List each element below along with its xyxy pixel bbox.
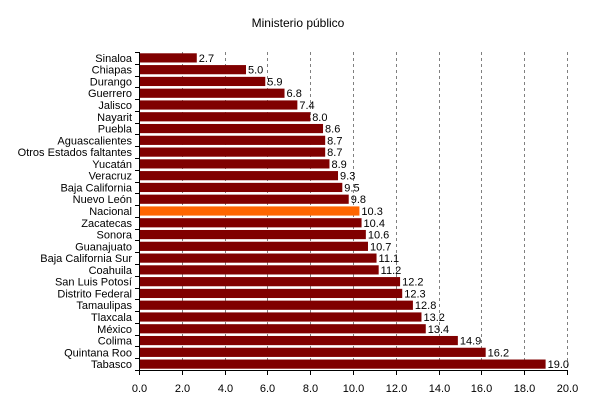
bar xyxy=(139,135,326,145)
bar xyxy=(139,53,197,63)
bar xyxy=(139,123,324,134)
bar xyxy=(139,100,298,110)
bars xyxy=(139,53,546,369)
category-label: Quintana Roo xyxy=(64,347,132,359)
category-label: Baja California Sur xyxy=(40,253,132,265)
x-tick-label: 0.0 xyxy=(132,383,147,395)
bar xyxy=(139,229,366,240)
bar xyxy=(139,312,422,322)
value-label: 8.7 xyxy=(327,147,342,159)
bar xyxy=(139,241,368,251)
category-label: Yucatán xyxy=(92,159,132,171)
x-tick-label: 18.0 xyxy=(514,383,535,395)
value-label: 12.3 xyxy=(404,288,425,300)
value-label: 10.4 xyxy=(364,218,385,230)
bar xyxy=(139,335,458,346)
value-label: 14.9 xyxy=(460,336,481,348)
category-label: Veracruz xyxy=(89,171,132,183)
value-label: 9.8 xyxy=(351,194,366,206)
category-label: Tlaxcala xyxy=(91,312,133,324)
x-tick-label: 2.0 xyxy=(175,383,190,395)
value-label: 13.2 xyxy=(423,312,444,324)
category-label: México xyxy=(97,324,132,336)
bar xyxy=(139,88,285,98)
x-tick-label: 12.0 xyxy=(386,383,407,395)
value-label: 16.2 xyxy=(488,347,509,359)
value-label: 5.0 xyxy=(248,65,263,77)
bar xyxy=(139,253,377,263)
category-label: San Luis Potosí xyxy=(55,277,132,289)
category-label: Sonora xyxy=(97,230,133,242)
category-label: Guanajuato xyxy=(75,241,132,253)
bar xyxy=(139,171,339,181)
x-tick-label: 4.0 xyxy=(218,383,233,395)
value-label: 9.3 xyxy=(340,171,355,183)
value-label: 6.8 xyxy=(287,88,302,100)
category-label: Tabasco xyxy=(91,359,132,371)
category-label: Puebla xyxy=(98,124,133,136)
value-label: 8.6 xyxy=(325,124,340,136)
category-label: Durango xyxy=(90,76,132,88)
bar xyxy=(139,76,266,87)
bar xyxy=(139,347,486,357)
value-label: 8.7 xyxy=(327,135,342,147)
x-tick-label: 14.0 xyxy=(429,383,450,395)
x-tick-label: 20.0 xyxy=(557,383,578,395)
value-label: 5.9 xyxy=(267,76,282,88)
bar xyxy=(139,112,311,122)
labels: 0.0 2.0 4.0 6.0 8.0 10.0 12.0 14.0 16.0 18.0 20.0 S… xyxy=(18,53,579,395)
x-tick-label: 16.0 xyxy=(471,383,492,395)
category-label: Nacional xyxy=(89,206,132,218)
bar xyxy=(139,218,362,228)
axes xyxy=(135,52,568,375)
category-label: Nayarit xyxy=(97,112,132,124)
bar xyxy=(139,265,379,275)
bar xyxy=(139,159,330,169)
bar xyxy=(139,194,349,204)
value-label: 12.2 xyxy=(402,277,423,289)
value-label: 9.5 xyxy=(344,182,359,194)
x-tick-label: 8.0 xyxy=(303,383,318,395)
category-label: Tamaulipas xyxy=(76,300,132,312)
value-label: 8.9 xyxy=(331,159,346,171)
value-label: 13.4 xyxy=(428,324,449,336)
category-label: Otros Estados faltantes xyxy=(18,147,133,159)
category-label: Chiapas xyxy=(92,65,133,77)
bar xyxy=(139,277,401,287)
bar xyxy=(139,206,360,216)
bar xyxy=(139,182,343,193)
value-label: 10.7 xyxy=(370,241,391,253)
category-label: Nuevo León xyxy=(73,194,132,206)
category-label: Coahuila xyxy=(89,265,133,277)
bar xyxy=(139,147,326,157)
category-label: Sinaloa xyxy=(95,53,133,65)
value-label: 11.2 xyxy=(381,265,402,277)
bar xyxy=(139,359,546,369)
category-label: Aguascalientes xyxy=(57,135,132,147)
bar xyxy=(139,65,246,75)
category-label: Distrito Federal xyxy=(57,288,132,300)
value-label: 8.0 xyxy=(312,112,327,124)
value-label: 19.0 xyxy=(548,359,569,371)
value-label: 7.4 xyxy=(299,100,314,112)
value-label: 10.3 xyxy=(361,206,382,218)
bar xyxy=(139,300,413,310)
value-label: 12.8 xyxy=(415,300,436,312)
value-label: 11.1 xyxy=(379,253,400,265)
value-label: 2.7 xyxy=(199,53,214,65)
category-label: Zacatecas xyxy=(81,218,132,230)
category-label: Colima xyxy=(98,336,133,348)
bar xyxy=(139,324,426,334)
chart-title: Ministerio público xyxy=(252,16,345,30)
category-label: Jalisco xyxy=(98,100,132,112)
value-label: 10.6 xyxy=(368,230,389,242)
category-label: Guerrero xyxy=(88,88,132,100)
x-tick-label: 10.0 xyxy=(343,383,364,395)
bar xyxy=(139,288,403,299)
x-tick-label: 6.0 xyxy=(260,383,275,395)
category-label: Baja California xyxy=(60,182,132,194)
